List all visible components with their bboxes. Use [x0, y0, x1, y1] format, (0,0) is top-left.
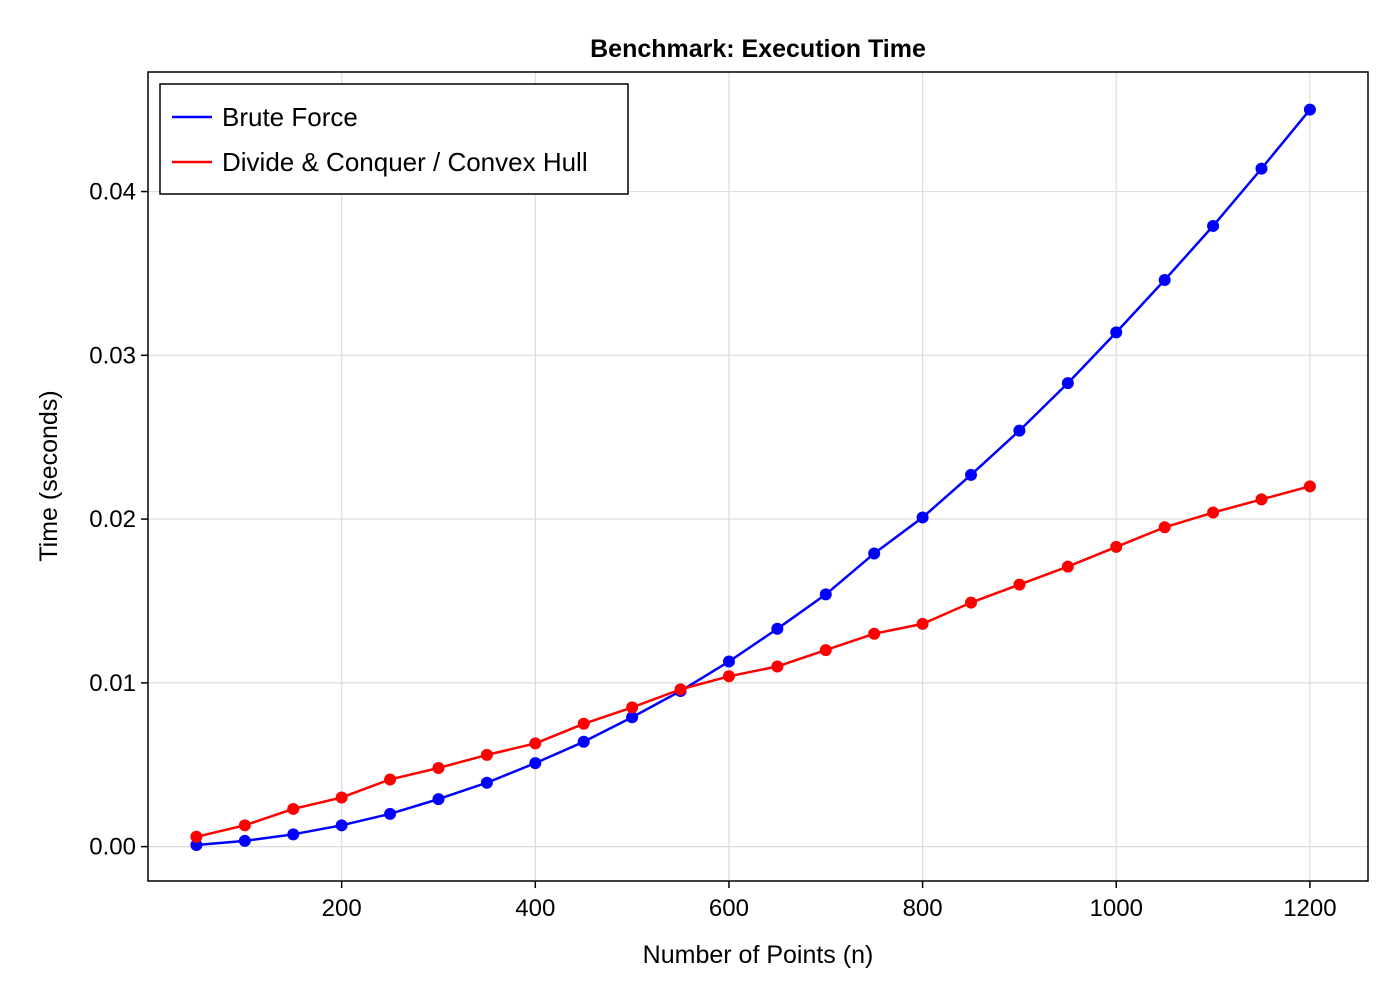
x-tick-label: 1200 [1283, 895, 1336, 922]
data-point-brute-force [480, 776, 493, 789]
data-point-divide-conquer-convex-hull [1158, 521, 1171, 534]
x-tick-label: 400 [515, 895, 555, 922]
data-point-divide-conquer-convex-hull [1013, 578, 1026, 591]
data-point-divide-conquer-convex-hull [432, 762, 445, 775]
data-point-brute-force [722, 655, 735, 668]
data-point-divide-conquer-convex-hull [626, 701, 639, 714]
data-point-brute-force [384, 807, 397, 820]
data-point-divide-conquer-convex-hull [965, 596, 978, 609]
legend-label-brute-force: Brute Force [222, 102, 358, 132]
data-point-brute-force [771, 622, 784, 635]
chart-title: Benchmark: Execution Time [590, 35, 926, 63]
y-axis-label: Time (seconds) [35, 390, 63, 561]
legend: Brute Force Divide & Conquer / Convex Hu… [159, 83, 629, 195]
y-tick-label: 0.03 [89, 342, 136, 369]
y-tick-label: 0.02 [89, 506, 136, 533]
legend-frame [159, 83, 629, 195]
data-point-divide-conquer-convex-hull [529, 737, 542, 750]
data-point-divide-conquer-convex-hull [238, 819, 251, 832]
data-point-divide-conquer-convex-hull [287, 802, 300, 815]
data-point-brute-force [626, 711, 639, 724]
y-axis: 0.00 0.01 0.02 0.03 0.04 [89, 179, 148, 861]
data-point-divide-conquer-convex-hull [819, 644, 832, 657]
data-point-brute-force [432, 793, 445, 806]
y-tick-label: 0.01 [89, 670, 136, 697]
legend-label-divide-conquer: Divide & Conquer / Convex Hull [222, 147, 588, 177]
data-point-brute-force [1013, 424, 1026, 437]
x-axis-label: Number of Points (n) [643, 941, 874, 969]
plot-frame [147, 71, 1369, 882]
series-layer [190, 103, 1316, 851]
data-point-brute-force [577, 735, 590, 748]
data-point-brute-force [916, 511, 929, 524]
data-point-brute-force [1158, 273, 1171, 286]
y-tick-label: 0.04 [89, 179, 136, 206]
data-point-brute-force [529, 757, 542, 770]
data-point-brute-force [1061, 377, 1074, 390]
data-point-divide-conquer-convex-hull [1303, 480, 1316, 493]
data-point-brute-force [868, 547, 881, 560]
data-point-brute-force [1255, 162, 1268, 175]
data-point-divide-conquer-convex-hull [335, 791, 348, 804]
x-tick-label: 1000 [1090, 895, 1143, 922]
data-point-brute-force [287, 828, 300, 841]
data-point-brute-force [819, 588, 832, 601]
data-point-divide-conquer-convex-hull [722, 670, 735, 683]
data-point-divide-conquer-convex-hull [480, 748, 493, 761]
x-tick-label: 200 [322, 895, 362, 922]
data-point-divide-conquer-convex-hull [916, 617, 929, 630]
data-point-brute-force [1303, 103, 1316, 116]
data-point-divide-conquer-convex-hull [868, 627, 881, 640]
x-tick-label: 600 [709, 895, 749, 922]
data-point-divide-conquer-convex-hull [190, 830, 203, 843]
data-point-divide-conquer-convex-hull [577, 717, 590, 730]
data-point-divide-conquer-convex-hull [1207, 506, 1220, 519]
data-point-divide-conquer-convex-hull [674, 683, 687, 696]
data-point-divide-conquer-convex-hull [1255, 493, 1268, 506]
y-tick-label: 0.00 [89, 834, 136, 861]
data-point-divide-conquer-convex-hull [1110, 540, 1123, 553]
data-point-brute-force [965, 468, 978, 481]
series-line-divide-conquer-convex-hull [196, 485, 1311, 838]
series-divide-conquer-convex-hull [190, 480, 1316, 843]
data-point-brute-force [238, 834, 251, 847]
data-point-brute-force [335, 819, 348, 832]
data-point-divide-conquer-convex-hull [771, 660, 784, 673]
data-point-brute-force [1110, 326, 1123, 339]
data-point-divide-conquer-convex-hull [1061, 560, 1074, 573]
series-line-brute-force [196, 108, 1311, 847]
x-tick-label: 800 [903, 895, 943, 922]
data-point-divide-conquer-convex-hull [384, 773, 397, 786]
x-axis: 200 400 600 800 1000 1200 [322, 881, 1337, 922]
data-point-brute-force [1207, 219, 1220, 232]
series-brute-force [190, 103, 1316, 851]
